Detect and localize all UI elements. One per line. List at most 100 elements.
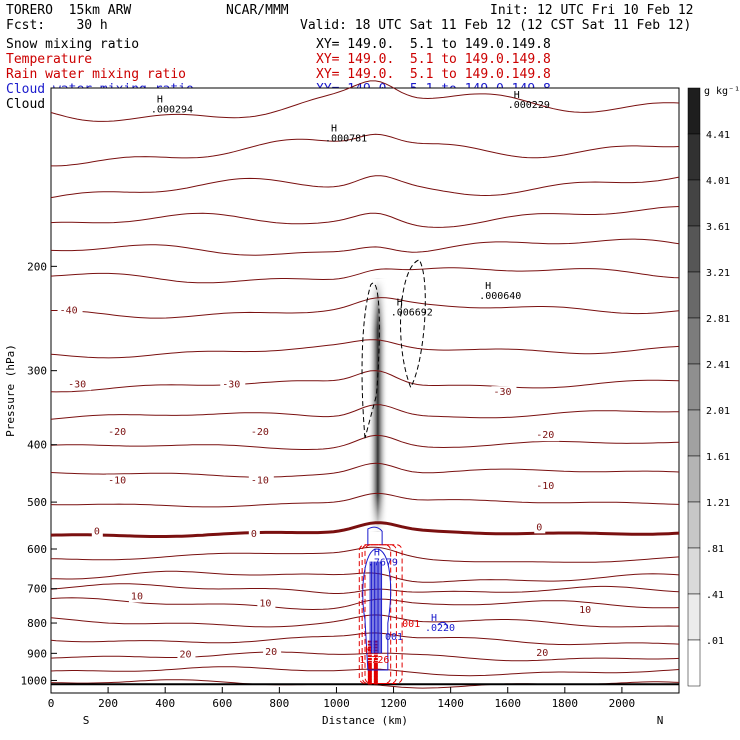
cloud-ice-contour [361,282,380,439]
temperature-label-bg [220,378,246,391]
colorbar-label: 2.41 [706,360,730,371]
temperature-label: -40 [60,305,78,316]
temperature-label-bg [248,425,274,438]
colorbar-label: 2.81 [706,314,730,325]
temperature-label-bg [177,648,196,661]
field-xy: XY= 149.0. 5.1 to 149.0.149.8 [316,67,551,82]
north-label: N [657,714,664,727]
colorbar-label: 4.41 [706,130,730,141]
temperature-contour [50,267,680,284]
x-tick-label: 0 [48,697,55,710]
colorbar-label: 2.01 [706,406,730,417]
temperature-contour [50,462,680,478]
x-tick-label: 800 [269,697,289,710]
temperature-label: 0 [94,526,100,537]
temperature-label: 10 [579,605,591,616]
x-tick-label: 1800 [552,697,579,710]
temperature-label: -30 [68,379,86,390]
field-name: Temperature [6,52,93,67]
forecast-hour: Fcst: 30 h [6,18,108,33]
y-tick-label: 700 [27,583,47,596]
colorbar-swatch [687,271,701,319]
cloud-water-contour [367,526,383,545]
high-value-label: .006692 [391,307,433,318]
temperature-contour [50,546,680,563]
temperature-label: -10 [108,475,126,486]
temperature-label: 20 [179,650,191,661]
model-title: TORERO 15km ARW [6,3,132,18]
high-marker: H [374,548,380,559]
colorbar-swatch [687,225,701,273]
temperature-contour [50,651,680,662]
high-marker: H [514,90,520,101]
high-marker: H [365,645,371,656]
south-label: S [83,714,90,727]
temperature-contour [50,666,680,677]
colorbar-swatch [687,133,701,181]
x-tick-label: 1200 [380,697,407,710]
x-tick-label: 1400 [437,697,464,710]
temperature-label: -20 [536,430,554,441]
temperature-contour [50,492,680,508]
colorbar-label: 4.01 [706,176,730,187]
high-value-label: .0220 [425,623,455,634]
field-name: Rain water mixing ratio [6,67,187,82]
y-tick-label: 1000 [21,674,48,687]
high-value-label: .000781 [325,133,367,144]
high-value-label: 1.726 [359,655,389,666]
cloud-water-contour [437,621,449,629]
x-tick-label: 1000 [323,697,350,710]
y-tick-label: 300 [27,365,47,378]
contour-label: 001 [385,632,403,643]
colorbar-swatch [687,409,701,457]
field-name: Snow mixing ratio [6,37,140,52]
high-marker: H [431,613,437,624]
y-tick-label: 900 [27,647,47,660]
colorbar-unit: g kg⁻¹ [704,86,740,97]
contour-label: 001 [402,619,420,630]
y-tick-label: 500 [27,496,47,509]
freezing-level-line [50,521,680,538]
y-tick-label: 600 [27,543,47,556]
high-value-label: .000640 [479,291,521,302]
temperature-label-bg [534,647,553,660]
temperature-label-bg [534,521,546,534]
colorbar-label: .81 [706,544,724,555]
colorbar-label: 1.21 [706,498,730,509]
temperature-label-bg [106,425,132,438]
field-xy: XY= 149.0. 5.1 to 149.0.149.8 [316,52,551,67]
colorbar-swatch [687,547,701,595]
high-value-label: .000294 [151,105,193,116]
temperature-label: 20 [536,648,548,659]
temperature-label-bg [577,604,596,617]
temperature-label-bg [534,479,560,492]
colorbar-swatch [687,179,701,227]
temperature-label-bg [106,474,132,487]
temperature-label-bg [534,429,560,442]
temperature-contour [51,297,680,319]
temperature-label: -20 [108,427,126,438]
temperature-contour [50,339,680,359]
high-value-label: .7679 [368,558,398,569]
colorbar-swatch [687,455,701,503]
temperature-label: -10 [251,475,269,486]
high-value-label: .000229 [508,100,550,111]
temperature-contour [50,206,680,228]
cloud-water-contour [362,548,392,671]
temperature-label: 10 [131,591,143,602]
colorbar-swatch [687,501,701,549]
valid-time: Valid: 18 UTC Sat 11 Feb 12 (12 CST Sat … [300,18,692,33]
y-tick-label: 200 [27,260,47,273]
temperature-label: 0 [251,529,257,540]
high-marker: H [397,297,403,308]
colorbar-label: 1.61 [706,452,730,463]
temperature-label: -30 [493,387,511,398]
x-tick-label: 600 [212,697,232,710]
colorbar-label: .01 [706,636,724,647]
colorbar-label: 3.61 [706,222,730,233]
x-axis-label: Distance (km) [322,714,408,727]
temperature-label-bg [57,304,83,317]
temperature-contour [50,238,680,256]
temperature-label-bg [91,525,103,538]
